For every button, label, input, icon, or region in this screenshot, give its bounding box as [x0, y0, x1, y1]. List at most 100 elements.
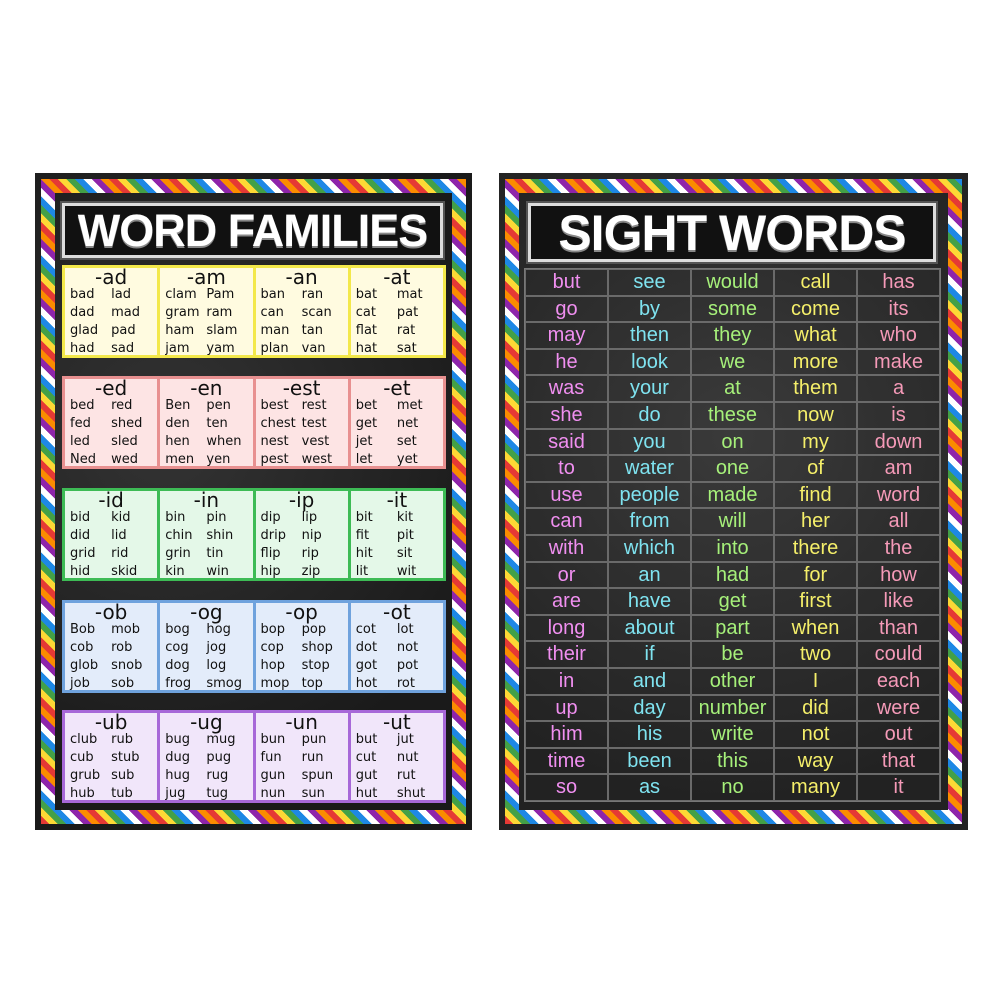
sight-word: he: [525, 348, 608, 376]
sight-word: have: [608, 588, 691, 615]
family-row: -ub club rub cub stub grub sub hub tub -ug bug mug d…: [62, 710, 446, 803]
sight-word: when: [774, 614, 857, 642]
family-word: tin: [206, 546, 224, 561]
family-word: bet: [355, 398, 378, 413]
sight-word: some: [691, 295, 774, 323]
family-word: bog: [165, 622, 190, 637]
family-word: ram: [206, 305, 233, 320]
family-word: pug: [206, 750, 232, 765]
sight-word: has: [857, 269, 940, 296]
word-family: -at bat mat cat pat flat rat hat sat: [351, 265, 443, 356]
sight-word: of: [774, 455, 857, 482]
sight-word: make: [857, 348, 940, 376]
word-family: -ip dip lip drip nip flip rip hip zip: [256, 490, 351, 579]
sight-word: these: [691, 402, 774, 429]
family-word: jut: [396, 732, 414, 747]
family-word: gut: [355, 768, 378, 783]
sight-word: had: [691, 561, 774, 589]
family-ending: -ub: [94, 710, 128, 734]
family-word: ran: [301, 287, 324, 302]
family-ending: -op: [285, 600, 318, 624]
family-word: pest: [260, 452, 289, 467]
sight-word: my: [774, 428, 857, 456]
family-ending: -am: [186, 265, 226, 289]
sight-word: can: [525, 508, 608, 535]
sight-word: than: [857, 614, 940, 642]
sight-word: call: [774, 269, 857, 296]
sight-word: word: [857, 481, 940, 509]
family-word: pop: [301, 622, 327, 637]
family-word: hit: [355, 546, 373, 561]
sight-word: get: [691, 588, 774, 615]
family-row: -ob Bob mob cob rob glob snob job sob -og bog hog co…: [62, 600, 446, 693]
family-word: jug: [165, 786, 186, 801]
family-word: ten: [206, 416, 228, 431]
family-ending: -at: [383, 265, 411, 289]
family-word: got: [355, 658, 378, 673]
family-word: nest: [260, 434, 289, 449]
family-word: top: [301, 676, 323, 691]
word-family: -ad bad lad dad mad glad pad had sad: [65, 267, 161, 356]
sight-word: are: [525, 588, 608, 615]
family-word: skid: [111, 564, 138, 579]
family-ending: -est: [282, 376, 321, 400]
sight-word: there: [774, 535, 857, 562]
family-word: hug: [165, 768, 190, 783]
family-word: hub: [70, 786, 95, 801]
sight-word: its: [857, 295, 940, 323]
sight-word: is: [857, 402, 940, 429]
word-family: -op bop pop cop shop hop stop mop top: [256, 600, 351, 691]
sight-word: his: [608, 721, 691, 748]
word-family: -og bog hog cog jog dog log frog smog: [160, 602, 256, 691]
family-row: -ad bad lad dad mad glad pad had sad -am clam Pam gr…: [62, 265, 446, 358]
family-word: stub: [111, 750, 140, 765]
family-word: cop: [260, 640, 284, 655]
sight-word: day: [608, 694, 691, 722]
family-word: hog: [206, 622, 231, 637]
family-word: flat: [355, 323, 378, 338]
word-family: -ut but jut cut nut gut rut hut shut: [351, 710, 443, 801]
family-ending: -in: [193, 488, 220, 512]
family-word: nut: [396, 750, 419, 765]
family-word: lid: [111, 528, 127, 543]
family-word: nip: [301, 528, 322, 543]
family-word: bin: [165, 510, 186, 525]
family-word: pad: [111, 323, 136, 338]
family-word: yam: [206, 341, 235, 356]
family-word: tub: [111, 786, 133, 801]
word-family: -ug bug mug dug pug hug rug jug tug: [160, 712, 256, 801]
family-word: chest: [260, 416, 296, 431]
family-word: met: [396, 398, 423, 413]
family-word: dip: [260, 510, 281, 525]
family-ending: -ut: [383, 710, 411, 734]
family-word: shed: [111, 416, 143, 431]
family-word: dog: [165, 658, 190, 673]
word-family: -ub club rub cub stub grub sub hub tub: [65, 710, 161, 801]
family-word: tan: [301, 323, 323, 338]
family-word: hat: [355, 341, 378, 356]
family-word: bop: [260, 622, 285, 637]
family-word: cot: [355, 622, 376, 637]
sight-word: to: [525, 455, 608, 482]
family-word: lad: [111, 287, 131, 302]
family-word: rug: [206, 768, 229, 783]
word-families-title: WORD FAMILIES: [60, 201, 445, 260]
family-word: Ned: [70, 452, 96, 467]
family-word: rest: [301, 398, 327, 413]
family-word: had: [70, 341, 95, 356]
word-family: -in bin pin chin shin grin tin kin win: [160, 488, 256, 579]
sight-word: you: [608, 428, 691, 456]
family-word: scan: [301, 305, 332, 320]
family-word: bid: [70, 510, 91, 525]
family-word: led: [70, 434, 90, 449]
family-word: run: [301, 750, 324, 765]
sight-word: could: [857, 641, 940, 668]
family-word: cut: [355, 750, 377, 765]
family-word: slam: [206, 323, 238, 338]
family-word: smog: [206, 676, 243, 691]
family-word: ham: [165, 323, 195, 338]
family-ending: -ob: [94, 600, 128, 624]
family-word: mat: [396, 287, 423, 302]
sight-word: an: [608, 561, 691, 589]
family-word: rub: [111, 732, 133, 747]
